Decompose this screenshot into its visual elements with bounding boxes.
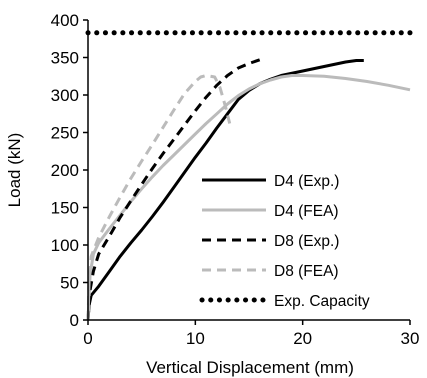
series-line-3 (86, 74, 232, 321)
x-tick-label-2: 20 (293, 329, 312, 348)
axes-layer: 0 50 100 150 200 250 300 350 400 0 10 20 30 (51, 11, 420, 348)
series-line-1 (86, 74, 411, 321)
y-tick-label-5: 250 (51, 124, 79, 143)
x-axis-title: Vertical Displacement (mm) (146, 358, 354, 377)
legend-label-4: Exp. Capacity (274, 293, 370, 310)
y-tick-label-0: 0 (70, 311, 79, 330)
x-tick-label-0: 0 (83, 329, 92, 348)
y-tick-label-2: 100 (51, 236, 79, 255)
series-line-0 (86, 59, 364, 321)
series-line-2 (86, 58, 261, 321)
y-tick-label-6: 300 (51, 86, 79, 105)
legend-label-3: D8 (FEA) (274, 263, 339, 280)
y-tick-label-4: 200 (51, 161, 79, 180)
legend-label-2: D8 (Exp.) (274, 233, 339, 250)
legend-label-1: D4 (FEA) (274, 203, 339, 220)
y-tick-label-3: 150 (51, 199, 79, 218)
y-axis-title: Load (kN) (5, 133, 24, 208)
y-tick-label-8: 400 (51, 11, 79, 30)
x-tick-label-3: 30 (401, 329, 420, 348)
y-tick-label-1: 50 (60, 274, 79, 293)
y-tick-label-7: 350 (51, 49, 79, 68)
legend-label-0: D4 (Exp.) (274, 173, 339, 190)
series-layer (85, 30, 413, 321)
legend-layer: D4 (Exp.) D4 (FEA) D8 (Exp.) D8 (FEA) Exp. C… (199, 173, 370, 310)
x-tick-label-1: 10 (186, 329, 205, 348)
